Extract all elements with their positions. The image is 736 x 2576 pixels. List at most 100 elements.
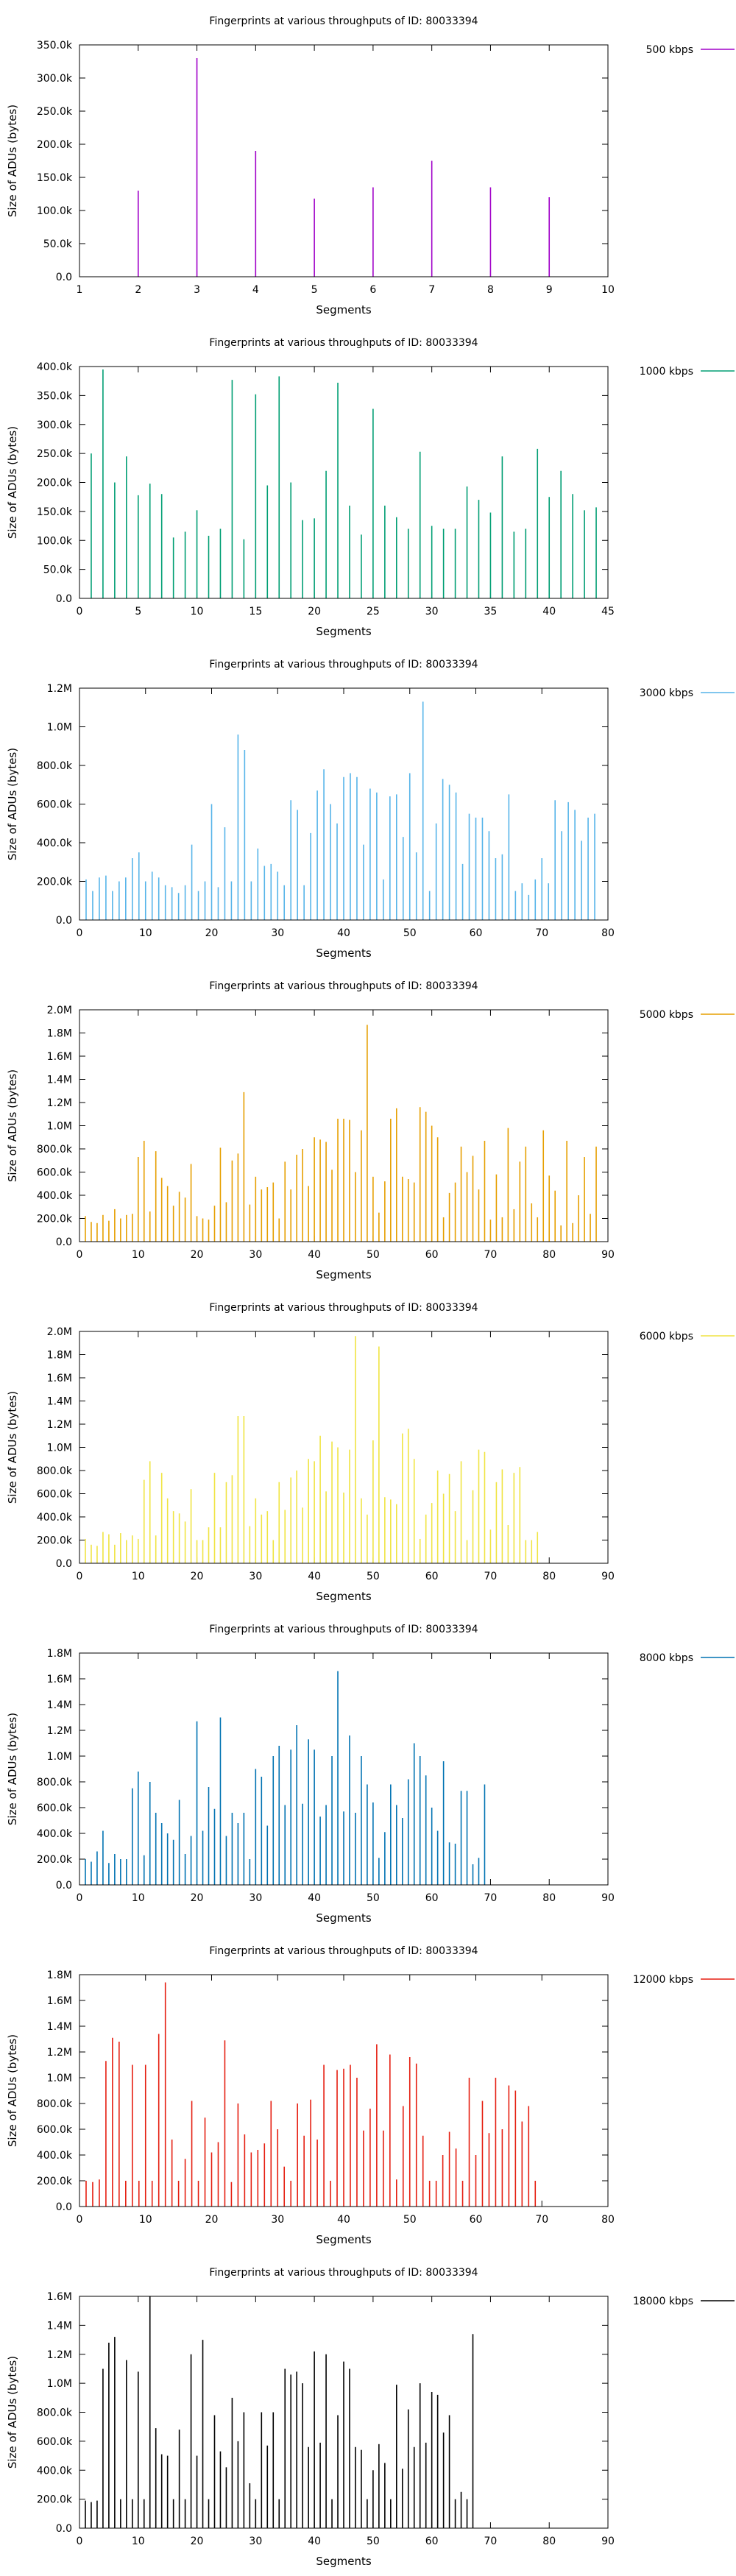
x-tick-label: 90 bbox=[601, 1892, 615, 1904]
y-axis-label: Size of ADUs (bytes) bbox=[6, 1069, 19, 1182]
y-axis-label: Size of ADUs (bytes) bbox=[6, 2034, 19, 2147]
x-tick-label: 25 bbox=[367, 606, 380, 618]
y-tick-label: 1.8M bbox=[47, 1350, 72, 1362]
legend-label: 500 kbps bbox=[646, 44, 693, 56]
y-tick-label: 50.0k bbox=[43, 238, 73, 250]
x-tick-label: 80 bbox=[542, 1571, 556, 1582]
x-axis-label: Segments bbox=[316, 2555, 372, 2568]
plot-frame bbox=[79, 1009, 609, 1242]
x-tick-label: 60 bbox=[425, 2536, 439, 2547]
bar-chart: Fingerprints at various throughputs of I… bbox=[6, 1302, 735, 1603]
y-tick-label: 200.0k bbox=[37, 2494, 73, 2506]
x-tick-label: 80 bbox=[542, 1249, 556, 1261]
y-tick-label: 1.6M bbox=[47, 1995, 72, 2007]
y-tick-label: 400.0k bbox=[37, 838, 73, 849]
y-tick-label: 0.0 bbox=[56, 1236, 72, 1248]
x-tick-label: 0 bbox=[77, 2214, 83, 2226]
x-tick-label: 0 bbox=[77, 927, 83, 939]
x-tick-label: 30 bbox=[271, 2214, 284, 2226]
y-tick-label: 50.0k bbox=[43, 565, 73, 576]
y-tick-label: 800.0k bbox=[37, 1144, 73, 1156]
y-tick-label: 1.0M bbox=[47, 1121, 72, 1133]
plot-frame bbox=[79, 2296, 609, 2529]
x-tick-label: 70 bbox=[484, 1892, 498, 1904]
y-tick-label: 1.4M bbox=[47, 2021, 72, 2033]
x-tick-label: 20 bbox=[191, 1571, 204, 1582]
x-axis-label: Segments bbox=[316, 946, 372, 960]
y-tick-label: 800.0k bbox=[37, 760, 73, 772]
x-tick-label: 0 bbox=[77, 1571, 83, 1582]
y-tick-label: 800.0k bbox=[37, 2407, 73, 2419]
x-tick-label: 8 bbox=[487, 284, 494, 296]
x-tick-label: 70 bbox=[535, 927, 548, 939]
y-tick-label: 1.4M bbox=[47, 1396, 72, 1408]
y-tick-label: 1.2M bbox=[47, 1725, 72, 1737]
y-tick-label: 250.0k bbox=[37, 448, 73, 460]
x-tick-label: 0 bbox=[77, 1892, 83, 1904]
y-tick-label: 1.2M bbox=[47, 2047, 72, 2059]
legend-label: 18000 kbps bbox=[633, 2296, 693, 2307]
y-tick-label: 0.0 bbox=[56, 915, 72, 927]
x-tick-label: 50 bbox=[367, 1571, 380, 1582]
plot-frame bbox=[79, 1974, 609, 2207]
chart-title: Fingerprints at various throughputs of I… bbox=[209, 337, 478, 349]
y-tick-label: 0.0 bbox=[56, 2523, 72, 2535]
x-tick-label: 80 bbox=[601, 2214, 615, 2226]
y-tick-label: 100.0k bbox=[37, 535, 73, 547]
y-tick-label: 1.0M bbox=[47, 1751, 72, 1763]
x-tick-label: 20 bbox=[191, 2536, 204, 2547]
x-tick-label: 90 bbox=[601, 1571, 615, 1582]
x-tick-label: 40 bbox=[308, 1892, 321, 1904]
y-tick-label: 0.0 bbox=[56, 1558, 72, 1570]
y-tick-label: 350.0k bbox=[37, 40, 73, 52]
y-tick-label: 800.0k bbox=[37, 1465, 73, 1477]
plot-frame bbox=[79, 44, 609, 277]
bar-chart: Fingerprints at various throughputs of I… bbox=[6, 1945, 735, 2246]
x-tick-label: 45 bbox=[601, 606, 615, 618]
x-tick-label: 60 bbox=[425, 1249, 439, 1261]
y-axis-label: Size of ADUs (bytes) bbox=[6, 748, 19, 860]
x-tick-label: 15 bbox=[249, 606, 262, 618]
legend-label: 1000 kbps bbox=[640, 366, 693, 378]
x-tick-label: 10 bbox=[601, 284, 615, 296]
chart-panel: Fingerprints at various throughputs of I… bbox=[0, 0, 736, 322]
x-tick-label: 50 bbox=[403, 2214, 417, 2226]
x-tick-label: 30 bbox=[249, 2536, 262, 2547]
y-tick-label: 150.0k bbox=[37, 506, 73, 518]
bar-chart: Fingerprints at various throughputs of I… bbox=[6, 15, 735, 316]
x-tick-label: 60 bbox=[425, 1892, 439, 1904]
x-tick-label: 30 bbox=[249, 1249, 262, 1261]
y-tick-label: 1.2M bbox=[47, 1097, 72, 1109]
y-tick-label: 300.0k bbox=[37, 73, 73, 85]
legend-label: 12000 kbps bbox=[633, 1974, 693, 1986]
chart-title: Fingerprints at various throughputs of I… bbox=[209, 15, 478, 27]
y-tick-label: 100.0k bbox=[37, 205, 73, 217]
legend-label: 5000 kbps bbox=[640, 1009, 693, 1021]
x-tick-label: 20 bbox=[308, 606, 321, 618]
y-tick-label: 1.4M bbox=[47, 2320, 72, 2332]
x-axis-label: Segments bbox=[316, 625, 372, 638]
x-tick-label: 35 bbox=[484, 606, 498, 618]
y-tick-label: 1.2M bbox=[47, 683, 72, 695]
y-tick-label: 800.0k bbox=[37, 2098, 73, 2110]
x-tick-label: 0 bbox=[77, 606, 83, 618]
x-tick-label: 0 bbox=[77, 2536, 83, 2547]
chart-title: Fingerprints at various throughputs of I… bbox=[209, 2267, 478, 2279]
y-tick-label: 200.0k bbox=[37, 2176, 73, 2187]
y-tick-label: 1.0M bbox=[47, 1443, 72, 1454]
plot-frame bbox=[79, 1652, 609, 1886]
x-tick-label: 70 bbox=[535, 2214, 548, 2226]
y-axis-label: Size of ADUs (bytes) bbox=[6, 1713, 19, 1825]
y-tick-label: 600.0k bbox=[37, 2124, 73, 2136]
y-tick-label: 400.0k bbox=[37, 1512, 73, 1524]
y-tick-label: 350.0k bbox=[37, 390, 73, 402]
y-tick-label: 600.0k bbox=[37, 2436, 73, 2448]
chart-panel: Fingerprints at various throughputs of I… bbox=[0, 1930, 736, 2251]
y-tick-label: 1.8M bbox=[47, 1028, 72, 1040]
y-tick-label: 400.0k bbox=[37, 1190, 73, 1202]
y-tick-label: 1.2M bbox=[47, 1419, 72, 1431]
bar-chart: Fingerprints at various throughputs of I… bbox=[6, 659, 735, 960]
x-tick-label: 40 bbox=[308, 1571, 321, 1582]
bar-chart: Fingerprints at various throughputs of I… bbox=[6, 980, 735, 1281]
